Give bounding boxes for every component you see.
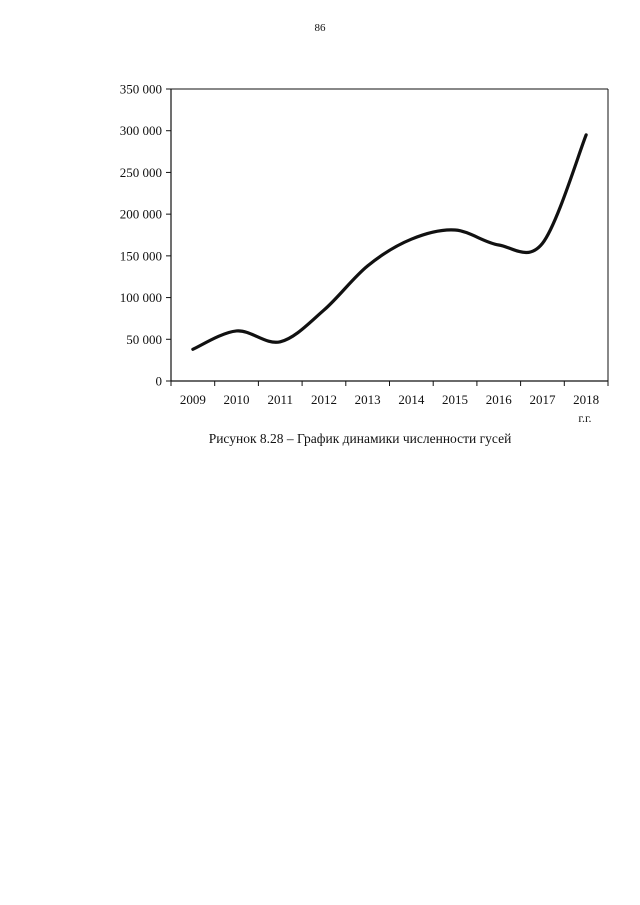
- x-tick-label: 2012: [311, 392, 337, 407]
- page-number: 86: [314, 22, 326, 34]
- x-tick-label: 2009: [180, 392, 206, 407]
- y-tick-label: 200 000: [120, 207, 162, 222]
- y-tick-label: 300 000: [120, 123, 162, 138]
- x-axis: 2009 2010 2011 2012 2013 2014 2015 2016 2017 2018: [170, 380, 609, 407]
- series-line: [191, 133, 588, 351]
- y-tick-label: 350 000: [120, 82, 162, 97]
- x-tick-label: 2015: [442, 392, 468, 407]
- x-tick-label: 2017: [529, 392, 556, 407]
- x-tick-label: 2014: [398, 392, 425, 407]
- x-tick-label: 2010: [224, 392, 250, 407]
- series-layer: [191, 133, 588, 351]
- y-tick-label: 0: [156, 374, 163, 389]
- figure-caption: Рисунок 8.28 – График динамики численнос…: [208, 431, 512, 446]
- y-tick-label: 50 000: [126, 332, 162, 347]
- y-axis: 0 50 000 100 000 150 000 200 000 250 000 300 0…: [120, 82, 172, 389]
- x-tick-label: 2016: [486, 392, 513, 407]
- x-tick-label: 2018: [573, 392, 599, 407]
- plot-area: [171, 88, 609, 381]
- y-tick-label: 250 000: [120, 165, 162, 180]
- x-tick-label: 2011: [267, 392, 293, 407]
- x-axis-unit-label: г.г.: [578, 411, 591, 425]
- y-tick-label: 100 000: [120, 290, 162, 305]
- goose-population-line-chart: 0 50 000 100 000 150 000 200 000 250 000 300 0…: [120, 82, 609, 425]
- y-tick-label: 150 000: [120, 248, 162, 263]
- x-tick-label: 2013: [355, 392, 381, 407]
